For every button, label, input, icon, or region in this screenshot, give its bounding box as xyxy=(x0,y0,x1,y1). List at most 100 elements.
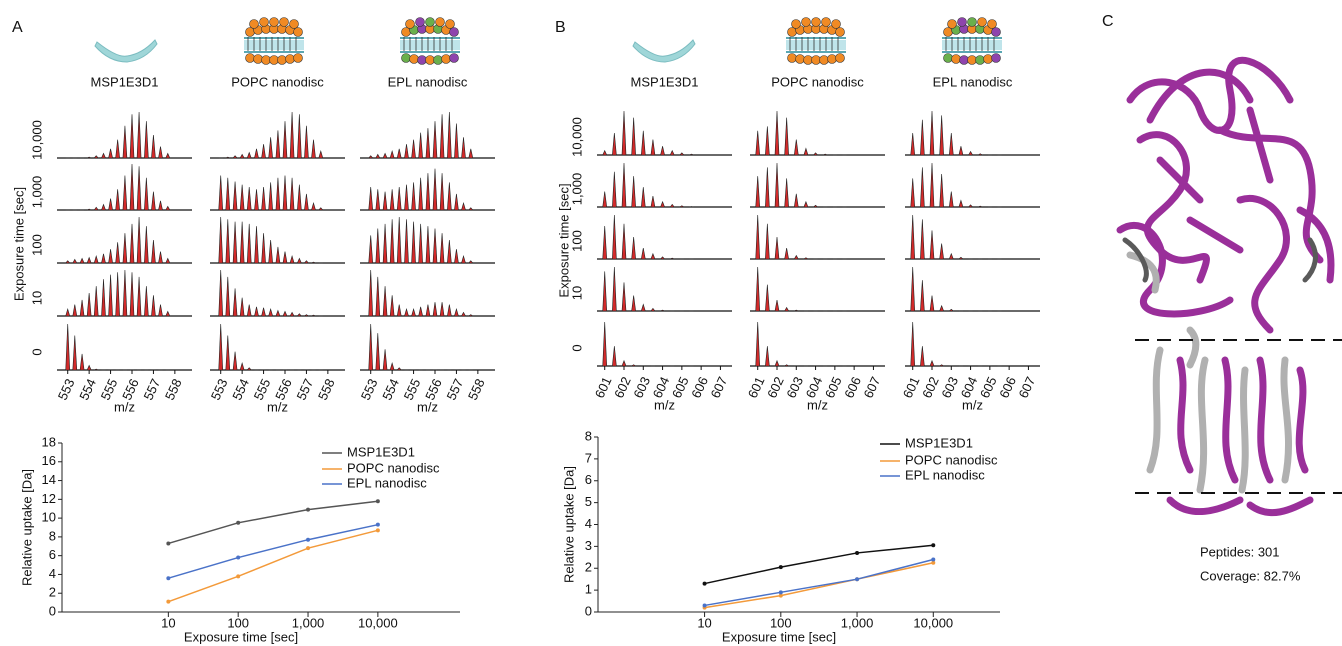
spectrum-peak xyxy=(774,110,780,156)
spectrum-peak xyxy=(793,254,799,260)
y-axis-label: Relative uptake [Da] xyxy=(561,466,576,583)
data-point xyxy=(306,537,311,542)
data-point xyxy=(375,528,380,533)
spectrum-peak xyxy=(158,200,163,211)
spectrum-peak xyxy=(823,153,828,156)
spectrum-peak xyxy=(72,335,78,371)
spectrum-peak xyxy=(755,266,761,312)
spectrum-peak xyxy=(289,177,295,211)
data-point xyxy=(778,593,783,598)
spectrum-peak xyxy=(418,132,423,159)
data-point xyxy=(702,581,707,586)
spectrum-peak xyxy=(93,286,99,317)
x-tick-label: 553 xyxy=(208,376,231,402)
spectrum-peak xyxy=(303,314,310,317)
spectrum-peak xyxy=(948,252,954,260)
spectrum-peak xyxy=(425,226,431,264)
spectrum-peak xyxy=(261,144,266,159)
x-tick-label: 607 xyxy=(1015,374,1038,400)
spectrum-peak xyxy=(404,144,409,159)
spectrum-peak xyxy=(144,226,149,264)
spectrum-peak xyxy=(79,299,85,317)
spectrum-peak xyxy=(136,111,142,159)
spectrum-peak xyxy=(86,256,92,264)
row-label: 10 xyxy=(29,291,44,305)
spectrum-peak xyxy=(382,191,388,211)
x-tick-label: 10,000 xyxy=(358,615,398,630)
series-line xyxy=(704,544,934,585)
spectrum-peak xyxy=(165,152,171,159)
spectrum-peak xyxy=(670,257,675,260)
x-tick-label: 558 xyxy=(315,376,338,402)
data-point xyxy=(931,560,936,565)
spectrum-peak xyxy=(468,207,474,211)
spectrum-peak xyxy=(468,260,474,264)
spectrum-peak xyxy=(411,308,416,317)
spectrum-peak xyxy=(122,233,128,264)
spectrum-peak xyxy=(461,202,466,211)
spectrum-peak xyxy=(297,184,302,211)
spectrum-peak xyxy=(129,223,135,264)
popc-icon xyxy=(785,16,847,66)
data-point xyxy=(931,557,936,562)
spectrum-peak xyxy=(404,308,409,317)
spectrum-peak xyxy=(631,117,636,156)
spectrum-peak xyxy=(920,280,925,312)
data-point xyxy=(778,590,783,595)
data-point xyxy=(236,574,241,579)
x-tick-label: 607 xyxy=(707,374,730,400)
spectrum-peak xyxy=(602,271,608,312)
legend-label: MSP1E3D1 xyxy=(347,444,415,459)
y-tick-label: 4 xyxy=(585,516,592,531)
x-tick-label: 554 xyxy=(229,376,252,402)
spectrum-peak xyxy=(115,242,120,264)
spectrum-peak xyxy=(275,246,281,264)
spectrum-peak xyxy=(65,308,71,317)
spectrum-peak xyxy=(958,199,964,208)
spectrum-peak xyxy=(158,146,163,159)
spectrum-peak xyxy=(108,198,113,211)
popc-icon xyxy=(243,16,305,66)
spectrum-peak xyxy=(396,216,402,264)
spectrum-peak xyxy=(254,226,259,264)
spectrum-peak xyxy=(640,247,646,260)
spectrum-peak xyxy=(94,368,99,371)
spectrum-peak xyxy=(232,155,238,159)
spectrum-peak xyxy=(678,205,685,208)
spectrum-peak xyxy=(432,302,438,317)
spectrum-peak xyxy=(774,299,780,312)
spectrum-peak xyxy=(803,147,809,156)
spectrum-peak xyxy=(454,308,459,317)
legend-label: MSP1E3D1 xyxy=(905,435,973,450)
spectrum-peak xyxy=(958,256,964,260)
spectrum-peak xyxy=(774,162,780,208)
spectrum-peak xyxy=(650,252,656,260)
spectrum-peak xyxy=(151,295,156,317)
spectrum-peak xyxy=(122,175,128,211)
spectrum-peak xyxy=(920,219,925,260)
column-header: EPL nanodisc xyxy=(388,74,468,89)
x-tick-label: 1,000 xyxy=(841,615,874,630)
spectrum-peak xyxy=(79,353,85,371)
spectrum-peak xyxy=(108,274,113,317)
y-tick-label: 8 xyxy=(49,528,56,543)
spectrum-peak xyxy=(375,333,381,371)
spectrum-peak xyxy=(467,314,474,317)
panel-label: C xyxy=(1102,13,1114,30)
spectrum-peak xyxy=(389,150,395,159)
x-tick-label: 554 xyxy=(379,376,402,402)
x-tick-label: 10,000 xyxy=(913,615,953,630)
spectrum-peak xyxy=(268,182,273,211)
y-tick-label: 2 xyxy=(585,560,592,575)
spectrum-peak xyxy=(375,276,381,317)
spectrum-peak xyxy=(631,236,636,260)
spectrum-peak xyxy=(218,216,224,264)
spectrum-peak xyxy=(239,153,245,159)
spectrum-peak xyxy=(784,306,790,312)
y-axis-label: Relative uptake [Da] xyxy=(19,469,34,586)
y-tick-label: 5 xyxy=(585,494,592,509)
spectrum-peak xyxy=(151,191,156,211)
spectrum-peak xyxy=(784,178,789,208)
spectrum-peak xyxy=(621,359,627,367)
spectrum-peak xyxy=(318,207,324,211)
